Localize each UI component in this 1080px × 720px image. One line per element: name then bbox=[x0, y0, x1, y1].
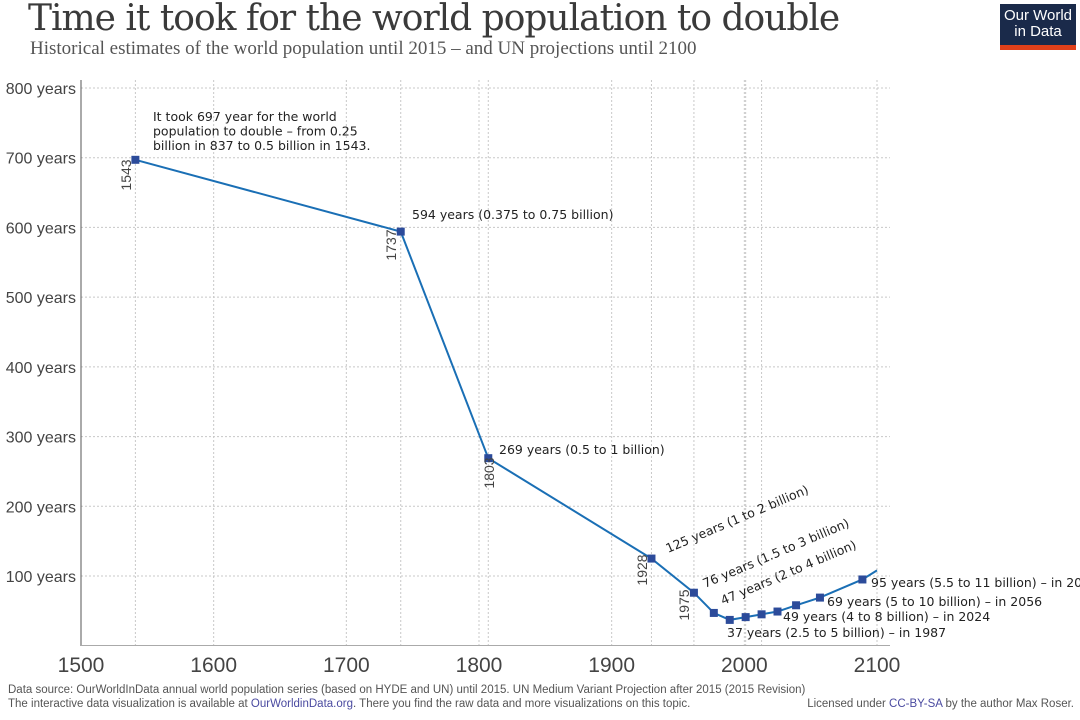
point-year-label: 1737 bbox=[383, 229, 399, 260]
x-tick-label: 1800 bbox=[456, 654, 503, 677]
point-annotation: 49 years (4 to 8 billion) – in 2024 bbox=[783, 609, 990, 624]
y-tick-label: 500 years bbox=[6, 290, 76, 307]
x-tick-label: 2100 bbox=[854, 654, 901, 677]
annotation-main: It took 697 year for the world bbox=[153, 109, 337, 124]
data-source-note: Data source: OurWorldInData annual world… bbox=[8, 684, 806, 696]
y-tick-label: 700 years bbox=[6, 151, 76, 168]
y-tick-label: 600 years bbox=[6, 220, 76, 237]
data-point bbox=[396, 227, 405, 236]
x-tick-label: 2000 bbox=[721, 654, 768, 677]
y-tick-label: 800 years bbox=[6, 81, 76, 98]
data-point bbox=[647, 554, 656, 563]
data-point bbox=[725, 615, 734, 624]
annotation-main: billion in 837 to 0.5 billion in 1543. bbox=[153, 138, 370, 153]
owid-link[interactable]: OurWorldinData.org bbox=[250, 698, 353, 710]
data-point bbox=[858, 575, 867, 584]
data-point bbox=[815, 593, 824, 602]
x-tick-label: 1700 bbox=[323, 654, 370, 677]
point-annotation: 269 years (0.5 to 1 billion) bbox=[499, 442, 665, 457]
data-point bbox=[131, 155, 140, 164]
y-tick-label: 300 years bbox=[6, 430, 76, 447]
footer-text: The interactive data visualization is av… bbox=[8, 698, 251, 710]
x-tick-label: 1900 bbox=[588, 654, 635, 677]
point-year-label: 1803 bbox=[481, 457, 497, 488]
data-point bbox=[773, 607, 782, 616]
owid-logo[interactable]: Our World in Data bbox=[1000, 4, 1076, 50]
point-annotation: 95 years (5.5 to 11 billion) – in 2088 bbox=[871, 575, 1080, 590]
y-tick-label: 100 years bbox=[6, 569, 76, 586]
x-tick-label: 1600 bbox=[190, 654, 237, 677]
license-link[interactable]: CC-BY-SA bbox=[889, 698, 943, 710]
point-year-label: 1543 bbox=[118, 159, 134, 190]
point-year-label: 1975 bbox=[676, 589, 692, 620]
data-point bbox=[741, 613, 750, 622]
data-point bbox=[484, 454, 493, 463]
data-point bbox=[757, 610, 766, 619]
point-annotation: 69 years (5 to 10 billion) – in 2056 bbox=[827, 594, 1042, 609]
footer-line: The interactive data visualization is av… bbox=[8, 698, 690, 710]
data-point bbox=[792, 601, 801, 610]
license-author: by the author Max Roser. bbox=[942, 698, 1075, 710]
data-point bbox=[689, 588, 698, 597]
point-annotation: 37 years (2.5 to 5 billion) – in 1987 bbox=[727, 625, 946, 640]
chart-subtitle: Historical estimates of the world popula… bbox=[30, 38, 697, 59]
y-tick-label: 400 years bbox=[6, 360, 76, 377]
chart-title: Time it took for the world population to… bbox=[28, 0, 840, 39]
footer-text-2: . There you find the raw data and more v… bbox=[352, 698, 691, 710]
license-note: Licensed under CC-BY-SA by the author Ma… bbox=[807, 698, 1074, 710]
point-annotation: 594 years (0.375 to 0.75 billion) bbox=[412, 207, 613, 222]
y-tick-label: 200 years bbox=[6, 499, 76, 516]
license-text: Licensed under bbox=[807, 698, 890, 710]
data-point bbox=[709, 608, 718, 617]
annotation-main: population to double – from 0.25 bbox=[153, 124, 358, 139]
point-year-label: 1928 bbox=[634, 554, 650, 585]
x-tick-label: 1500 bbox=[58, 654, 105, 677]
